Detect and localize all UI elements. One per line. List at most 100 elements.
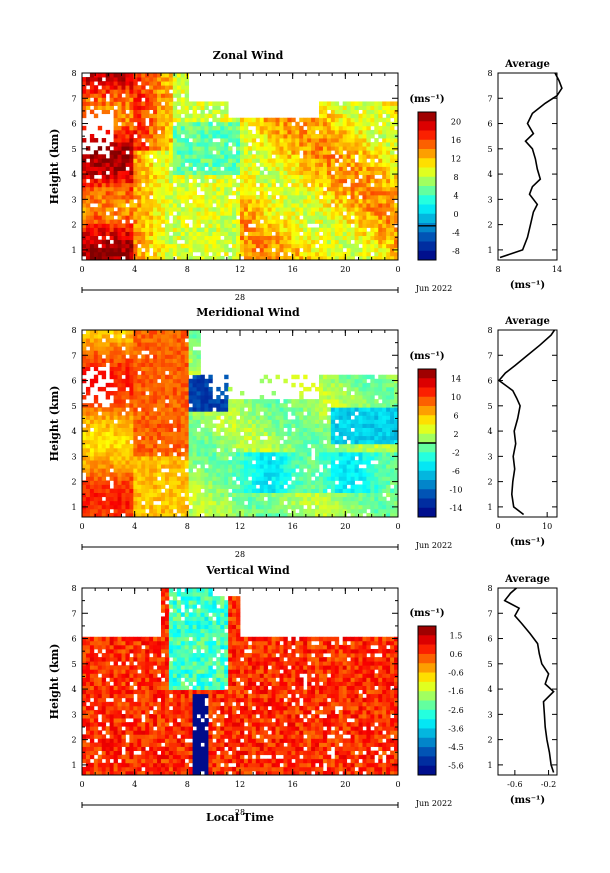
heatmap-cell [342, 121, 348, 127]
heatmap-cell [307, 251, 312, 257]
heatmap-cell [192, 338, 197, 343]
heatmap-cell [228, 492, 233, 498]
heatmap-cell [157, 219, 162, 224]
heatmap-cell [89, 330, 95, 335]
heatmap-cell [263, 504, 269, 510]
heatmap-cell [251, 227, 257, 232]
heatmap-cell [172, 399, 178, 404]
heatmap-cell [251, 488, 257, 494]
heatmap-cell [82, 77, 87, 82]
heatmap-cell [188, 415, 193, 420]
heatmap-cell [216, 146, 221, 151]
heatmap-cell [330, 251, 336, 257]
heatmap-cell [382, 231, 387, 237]
heatmap-cell [180, 142, 186, 147]
heatmap-cell [204, 129, 209, 135]
heatmap-cell [133, 73, 138, 78]
heatmap-cell [382, 251, 387, 257]
heatmap-cell [105, 182, 111, 188]
heatmap-cell [168, 390, 174, 396]
heatmap-cell [168, 423, 174, 428]
heatmap-cell [101, 194, 107, 200]
heatmap-cell [153, 354, 158, 359]
heatmap-cell [164, 101, 170, 106]
heatmap-cell [161, 194, 166, 200]
heatmap-cell [125, 512, 130, 518]
heatmap-cell [121, 105, 126, 110]
heatmap-cell [184, 121, 190, 127]
heatmap-cell [188, 190, 193, 196]
heatmap-cell [275, 496, 280, 502]
heatmap-cell [271, 182, 276, 188]
heatmap-cell [303, 178, 308, 184]
heatmap-cell [378, 146, 383, 151]
heatmap-cell [149, 512, 154, 518]
heatmap-cell [204, 174, 209, 180]
heatmap-cell [109, 178, 114, 184]
heatmap-cell [267, 435, 272, 441]
heatmap-cell [164, 247, 170, 253]
heatmap-cell [117, 166, 122, 171]
heatmap-cell [109, 81, 114, 86]
heatmap-cell [322, 227, 328, 232]
heatmap-cell [255, 476, 261, 481]
heatmap-cell [188, 101, 193, 106]
heatmap-cell [243, 427, 249, 433]
heatmap-cell [251, 427, 257, 433]
heatmap-cell [255, 411, 261, 416]
heatmap-cell [271, 451, 276, 457]
heatmap-cell [338, 211, 344, 216]
heatmap-cell [180, 460, 186, 465]
heatmap-cell [275, 231, 280, 237]
heatmap-cell [263, 190, 269, 196]
heatmap-cell [275, 419, 280, 424]
heatmap-cell [251, 186, 257, 192]
heatmap-cell [232, 427, 237, 433]
heatmap-cell [196, 439, 201, 445]
heatmap-cell [220, 231, 225, 237]
heatmap-cell [326, 239, 332, 245]
heatmap-cell [307, 174, 312, 180]
heatmap-cell [161, 386, 166, 392]
heatmap-cell [208, 419, 213, 424]
heatmap-cell [184, 215, 190, 220]
heatmap-cell [153, 247, 158, 253]
heatmap-cell [279, 174, 284, 180]
heatmap-cell [93, 447, 99, 453]
heatmap-cell [117, 439, 122, 445]
heatmap-cell [315, 166, 320, 171]
heatmap-cell [121, 77, 126, 82]
heatmap-cell [326, 215, 332, 220]
heatmap-cell [129, 186, 134, 192]
heatmap-cell [164, 431, 170, 437]
heatmap-cell [338, 223, 344, 228]
heatmap-cell [259, 472, 265, 477]
heatmap-cell [153, 374, 158, 380]
heatmap-cell [283, 231, 288, 237]
heatmap-cell [204, 150, 209, 155]
heatmap-cell [105, 451, 111, 457]
heatmap-cell [168, 81, 174, 86]
heatmap-cell [129, 403, 134, 408]
heatmap-cell [141, 162, 146, 167]
heatmap-cell [350, 162, 355, 167]
heatmap-cell [303, 182, 308, 188]
heatmap-cell [291, 166, 296, 171]
heatmap-cell [149, 403, 154, 408]
heatmap-cell [133, 211, 138, 216]
heatmap-cell [204, 207, 209, 212]
heatmap-cell [224, 382, 229, 388]
heatmap-cell [109, 97, 114, 102]
heatmap-cell [172, 243, 178, 249]
heatmap-cell [204, 431, 209, 437]
heatmap-cell [216, 207, 221, 212]
heatmap-cell [85, 439, 91, 445]
heatmap-cell [208, 158, 213, 163]
heatmap-cell [172, 386, 178, 392]
heatmap-cell [149, 174, 154, 180]
heatmap-cell [133, 411, 138, 416]
heatmap-cell [145, 77, 150, 82]
heatmap-cell [366, 113, 371, 119]
heatmap-cell [322, 251, 328, 257]
heatmap-cell [137, 227, 142, 232]
